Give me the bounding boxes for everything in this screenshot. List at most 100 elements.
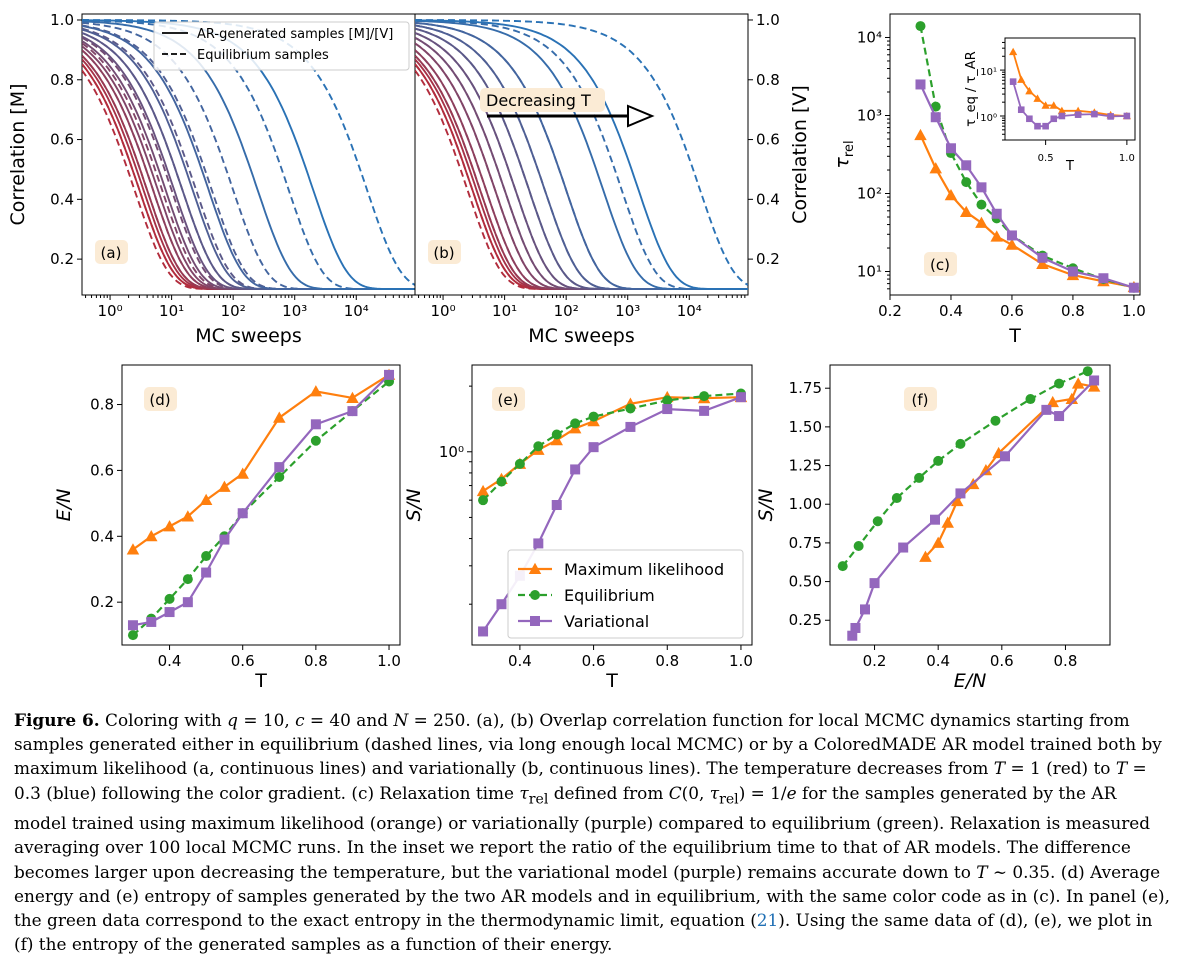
chart-b-curve-T-0.6 [415, 36, 748, 290]
caption-label: Figure 6. [14, 710, 100, 730]
chart-c-inset-data-point [1123, 112, 1131, 120]
chart-d-data-point [347, 406, 358, 417]
chart-e-data-point [551, 429, 562, 440]
chart-c-inset-data-point [1025, 86, 1034, 95]
legend-e-entry-label: Variational [564, 612, 649, 631]
chart-d-data-point [219, 534, 230, 545]
chart-d-data-point [346, 391, 359, 403]
chart-f-panel-label-box [904, 387, 937, 411]
chart-e-data-point [476, 484, 490, 497]
chart-c-data-point [976, 182, 987, 193]
chart-f-series-line [841, 370, 1089, 567]
chart-b-x-tick-label: 10⁴ [677, 302, 702, 320]
chart-b-x-axis-label: MC sweeps [528, 325, 634, 347]
chart-c-inset-data-point [1026, 115, 1033, 123]
chart-d-data-point [201, 551, 212, 562]
chart-a-y-tick-label: 0.2 [50, 250, 74, 268]
chart-f-data-point [1000, 451, 1010, 462]
chart-b-curve-T-0.3 [415, 19, 748, 290]
chart-f-data-point [931, 536, 945, 548]
chart-f-frame [829, 364, 1111, 646]
chart-e-x-axis-label: T [605, 670, 618, 692]
chart-a-panel-label: (a) [101, 244, 122, 262]
chart-a-y-tick-label: 0.4 [50, 190, 74, 208]
legend-e-entry-label: Equilibrium [564, 586, 655, 605]
chart-c-inset-data-point [1033, 94, 1042, 102]
chart-b-x-tick-label: 10¹ [492, 302, 517, 320]
chart-c-y-tick-label: 10² [857, 185, 882, 203]
chart-d-data-point [164, 607, 175, 618]
chart-d-data-point [274, 472, 285, 482]
chart-b-curves [415, 19, 748, 290]
chart-d-x-tick-label: 1.0 [377, 652, 401, 670]
chart-a-y-axis-label: Correlation [M] [7, 83, 29, 225]
chart-d-y-tick-label: 0.2 [90, 593, 114, 611]
chart-b-y-axis-label: Correlation [V] [789, 85, 811, 224]
chart-d-data-point [274, 462, 285, 473]
chart-c-data-point [1128, 282, 1139, 293]
chart-d-x-axis-label: T [254, 670, 267, 692]
chart-c-inset-x-tick-label: 0.5 [1038, 153, 1054, 164]
legend-box [153, 21, 410, 71]
chart-c-data-point [1067, 266, 1078, 277]
chart-c-inset-y-tick-label: 10⁰ [980, 113, 997, 124]
chart-d-frame [121, 364, 401, 646]
chart-c-inset-y-tick-label: 10¹ [980, 67, 997, 78]
chart-e-data-point [496, 599, 507, 610]
legend-e-box [507, 549, 744, 639]
chart-e-data-point [550, 433, 563, 446]
chart-d-data-point [236, 467, 249, 479]
chart-e-panel-label: (e) [498, 391, 519, 409]
chart-c-inset-data-point [1034, 122, 1041, 130]
chart-c-inset-data-point [1074, 111, 1082, 118]
legend-e-swatch-marker [528, 562, 542, 574]
chart-c-inset-data-point [1049, 101, 1058, 109]
chart-a-x-tick-label: 10² [221, 302, 246, 320]
chart-d-data-point [218, 480, 231, 492]
chart-c-data-point [1005, 238, 1019, 250]
chart-c-data-point [930, 112, 941, 123]
chart-f-series-line [924, 382, 1095, 558]
chart-f-x-axis-label: E/N [954, 670, 987, 692]
chart-c-y-tick-label: 10³ [857, 106, 882, 124]
chart-f-data-point [898, 542, 909, 553]
equation-reference-link[interactable]: 21 [756, 910, 779, 930]
tau-symbol: τ [831, 157, 853, 169]
chart-c-x-tick-label: 1.0 [1122, 302, 1146, 320]
chart-f-data-point [1082, 366, 1093, 377]
chart-c-inset-data-point [1050, 115, 1058, 123]
chart-c-inset-y-axis-label: τ_eq / τ_AR [964, 51, 979, 126]
chart-b-y-tick-label: 0.6 [756, 131, 780, 149]
chart-c-inset-data-point [1058, 112, 1066, 120]
chart-f-x-tick-label: 0.2 [863, 652, 887, 670]
chart-f-data-point [933, 455, 944, 466]
chart-c-inset-frame [1004, 37, 1136, 141]
chart-d-data-point [181, 510, 195, 522]
chart-c-data-point [914, 128, 927, 141]
chart-a-curve-T-0.9 [82, 58, 415, 290]
chart-f-data-point [872, 516, 883, 527]
figure-panel-e: 0.4 0.6 0.8 1.0 10⁰ T S/N (e) Maximum likelihood… [403, 364, 753, 692]
chart-d-data-point [146, 616, 157, 627]
chart-f-y-tick-label: 1.50 [789, 418, 822, 436]
chart-a-panel-label-box [95, 240, 128, 264]
chart-c-data-point [990, 230, 1003, 242]
chart-b-curve-T-0.3 [415, 19, 748, 286]
chart-d-data-point [273, 411, 286, 423]
chart-c-data-point [944, 188, 958, 201]
chart-a-y-tick-label: 0.8 [50, 71, 74, 89]
chart-f-data-point [850, 622, 861, 633]
chart-f-data-point [869, 578, 880, 589]
tau-subscript: rel [842, 140, 857, 157]
figure-panel-f: 0.2 0.4 0.6 0.8 0.25 0.50 0.75 1.00 1.25 1.50 1.75… [755, 364, 1111, 692]
chart-b-panel-label: (b) [433, 244, 454, 262]
chart-d-x-tick-label: 0.6 [231, 652, 255, 670]
chart-e-data-point [533, 441, 544, 452]
chart-e-data-point [533, 538, 544, 549]
chart-f-y-axis-label: S/N [755, 489, 777, 522]
chart-e-data-point [478, 495, 489, 506]
chart-f-data-point [930, 514, 940, 525]
chart-f-data-point [955, 438, 966, 449]
figure-panel-d: 0.4 0.6 0.8 1.0 0.2 0.4 0.6 0.8 T E/N (d) [53, 364, 401, 692]
chart-a-y-tick-label: 1.0 [50, 11, 74, 29]
